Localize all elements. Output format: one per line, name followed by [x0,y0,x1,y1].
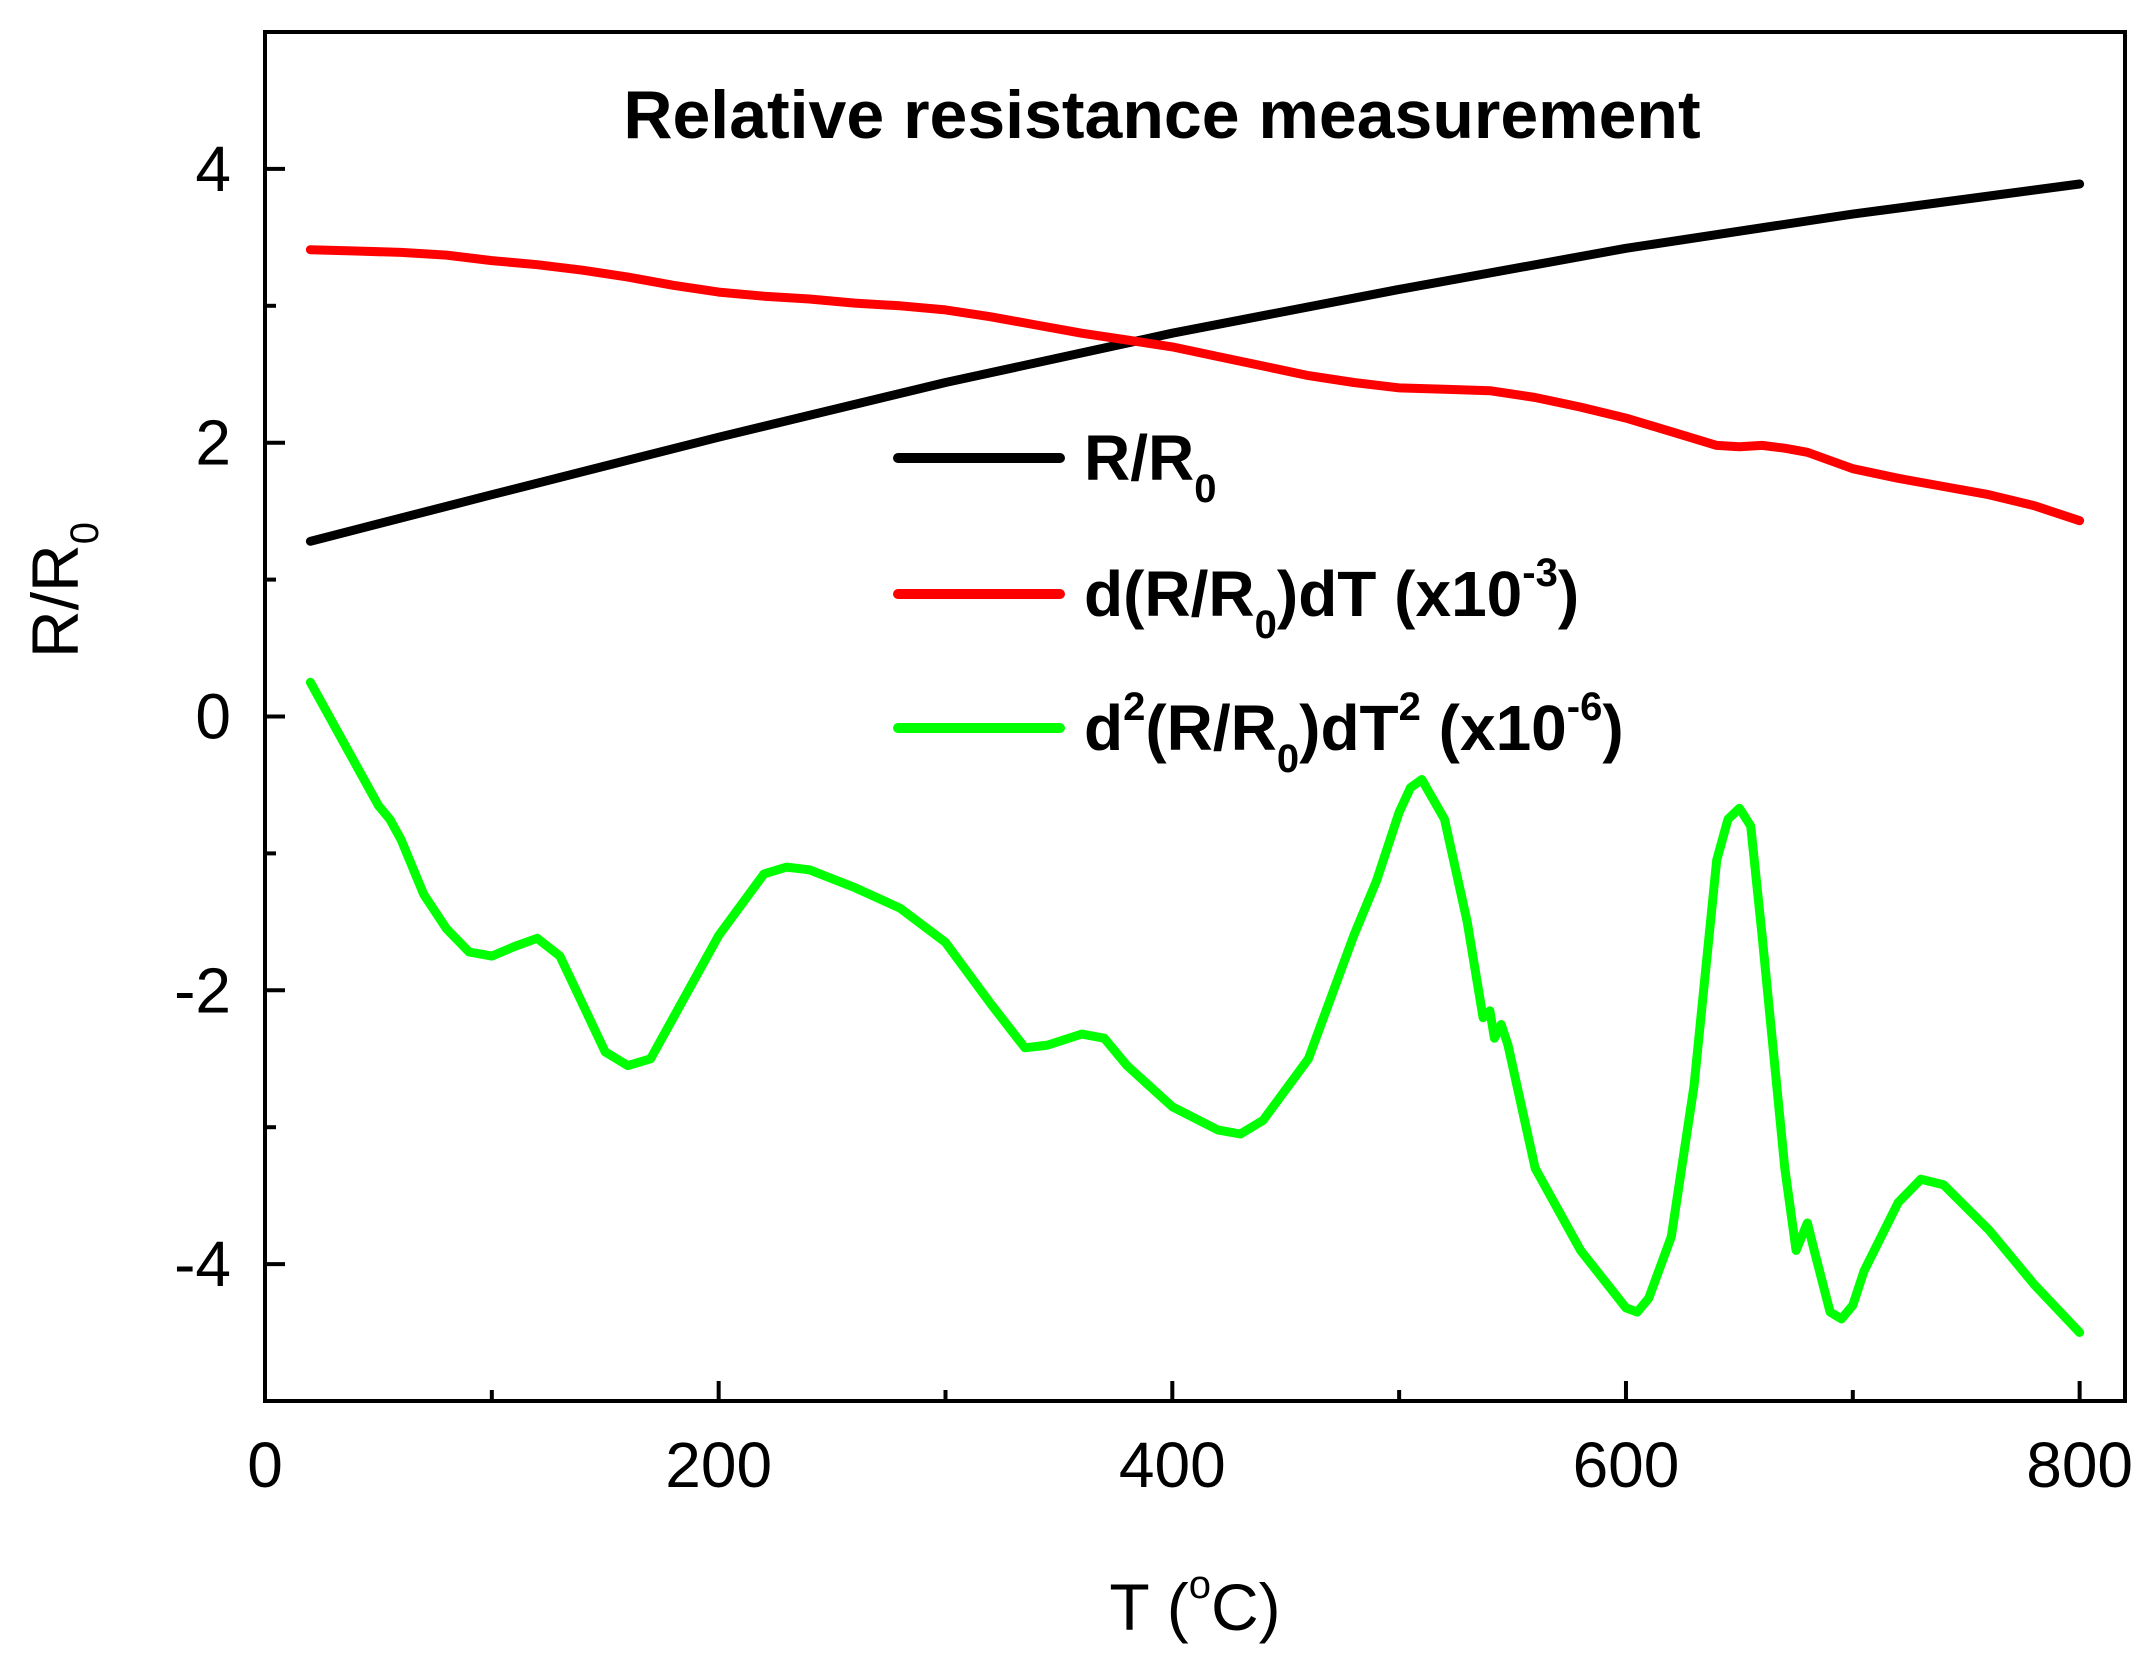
y-axis-label-sub: 0 [63,522,107,544]
series-layer [305,179,2085,1337]
x-tick-label: 0 [247,1429,283,1501]
y-tick-label: 4 [195,133,231,205]
x-axis-label-tail: C) [1211,1570,1281,1644]
legend-label-3: d2(R/R0)dT2 (x10-6) [1084,685,1624,781]
chart-title: Relative resistance measurement [623,77,1700,153]
y-axis-label: R/R0 [18,522,107,658]
series-line-3 [305,677,2085,1337]
x-tick-label: 400 [1119,1429,1226,1501]
y-tick-label: 0 [195,681,231,753]
y-tick-label: 2 [195,407,231,479]
y-tick-label: -2 [174,954,231,1026]
legend-label-1: R/R0 [1084,422,1216,511]
x-tick-label: 800 [2026,1429,2133,1501]
x-axis-label-sup: o [1189,1563,1211,1607]
series-line-1 [305,179,2085,546]
legend-label-2: d(R/R0)dT (x10-3) [1084,551,1579,647]
y-axis-label-main: R/R [18,544,92,658]
axis-ticks: 0 200 400 600 800 -4 -2 0 2 4 [174,133,2133,1501]
x-axis-label-main: T ( [1109,1570,1188,1644]
y-tick-label: -4 [174,1228,231,1300]
x-tick-label: 600 [1573,1429,1680,1501]
x-axis-label: T (oC) [1109,1563,1280,1644]
series-line-2 [305,245,2085,526]
x-tick-label: 200 [665,1429,772,1501]
legend: R/R0 d(R/R0)dT (x10-3) d2(R/R0)dT2 (x10-6) [893,422,1624,781]
